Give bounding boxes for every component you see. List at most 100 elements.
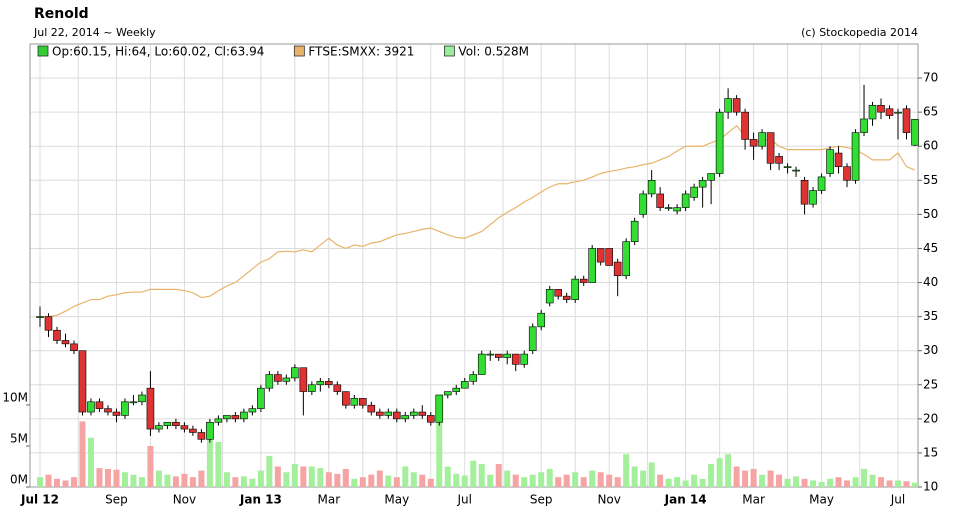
candle-body	[384, 411, 393, 416]
volume-bar	[725, 454, 732, 487]
candle-body	[809, 190, 817, 205]
candle-body	[851, 132, 860, 181]
candle-body	[231, 415, 240, 420]
y-tick-label: 10	[923, 480, 938, 494]
candle-body	[367, 404, 376, 413]
candle-body	[197, 432, 206, 440]
candle-body	[95, 401, 104, 409]
volume-bar	[563, 474, 570, 487]
volume-bar	[240, 476, 247, 487]
volume-bar	[691, 474, 698, 487]
volume-bar	[427, 478, 434, 487]
volume-bar	[181, 473, 188, 487]
candle-body	[87, 401, 95, 413]
candle-body	[426, 415, 435, 423]
volume-bar	[699, 478, 706, 487]
volume-bar	[818, 482, 825, 487]
candle-body	[469, 374, 478, 382]
volume-bar	[104, 468, 111, 487]
candle-body	[783, 166, 792, 168]
candle-body	[843, 166, 851, 181]
candle-body	[409, 411, 418, 416]
candle-body	[257, 387, 265, 409]
candle-body	[588, 248, 596, 283]
candle-body	[308, 384, 316, 392]
volume-bar	[750, 468, 757, 487]
volume-bar	[640, 470, 647, 487]
candle-body	[78, 350, 87, 413]
candle-body	[707, 173, 715, 181]
candle-body	[180, 425, 189, 430]
candle-body	[528, 326, 537, 351]
volume-bar	[759, 474, 766, 487]
volume-bar	[674, 477, 681, 487]
volume-bar	[546, 468, 553, 487]
volume-bar	[283, 472, 290, 487]
volume-bar	[903, 481, 910, 487]
x-tick-label: Jul	[890, 493, 905, 507]
volume-bar	[631, 466, 638, 487]
candle-body	[613, 261, 622, 277]
volume-bar	[70, 477, 77, 487]
volume-bar	[351, 478, 358, 487]
candle-body	[61, 340, 70, 345]
candle-body	[511, 353, 520, 365]
candle-body	[860, 118, 868, 133]
volume-bar	[504, 470, 511, 487]
volume-bar	[291, 464, 298, 487]
volume-bar	[495, 464, 502, 487]
candle-body	[503, 353, 512, 358]
x-tick-label: May	[384, 493, 409, 507]
volume-bar	[657, 474, 664, 487]
candle-body	[902, 108, 911, 133]
y-tick-label: 60	[923, 139, 938, 153]
volume-bar	[623, 454, 630, 487]
candle-body	[376, 411, 384, 416]
volume-bar	[529, 474, 536, 487]
volume-bar	[359, 477, 366, 487]
candle-body	[189, 428, 197, 433]
candle-body	[766, 132, 775, 164]
candle-body	[817, 176, 826, 191]
candle-body	[477, 353, 486, 375]
volume-bar	[512, 474, 519, 487]
candle-body	[894, 111, 902, 114]
volume-bar	[45, 474, 52, 487]
volume-bar	[844, 480, 851, 487]
candle-body	[129, 401, 138, 404]
volume-bar	[266, 455, 273, 487]
y-tick-label: 55	[923, 173, 938, 187]
x-tick-label: Mar	[742, 493, 765, 507]
volume-bar	[53, 478, 60, 487]
y-tick-label: 70	[923, 71, 938, 85]
volume-bar	[436, 404, 443, 487]
legend-label: Vol: 0.528M	[458, 45, 529, 59]
volume-bar	[810, 480, 817, 487]
volume-bar	[852, 477, 859, 487]
candle-body	[554, 289, 563, 297]
candle-body	[155, 425, 163, 430]
candle-body	[138, 394, 146, 403]
x-tick-label: Nov	[173, 493, 196, 507]
candle-body	[460, 381, 469, 389]
y-tick-label: 15	[923, 445, 938, 459]
y-tick-label: 20	[923, 411, 938, 425]
candle-body	[53, 329, 61, 341]
volume-bar	[232, 477, 239, 487]
volume-bar	[198, 470, 205, 487]
volume-bar	[300, 466, 307, 487]
subtitle: Jul 22, 2014 ~ Weekly	[33, 26, 156, 39]
volume-bar	[801, 478, 808, 487]
volume-bar	[189, 477, 196, 487]
candle-body	[70, 343, 78, 351]
candle-body	[452, 387, 461, 392]
candle-body	[274, 374, 282, 382]
candle-body	[690, 186, 698, 198]
volume-bar	[368, 474, 375, 487]
candle-body	[325, 381, 333, 386]
volume-bar	[716, 458, 723, 487]
candle-body	[545, 289, 554, 304]
volume-bar	[912, 482, 918, 487]
candle-body	[622, 241, 630, 277]
candle-body	[579, 278, 588, 283]
